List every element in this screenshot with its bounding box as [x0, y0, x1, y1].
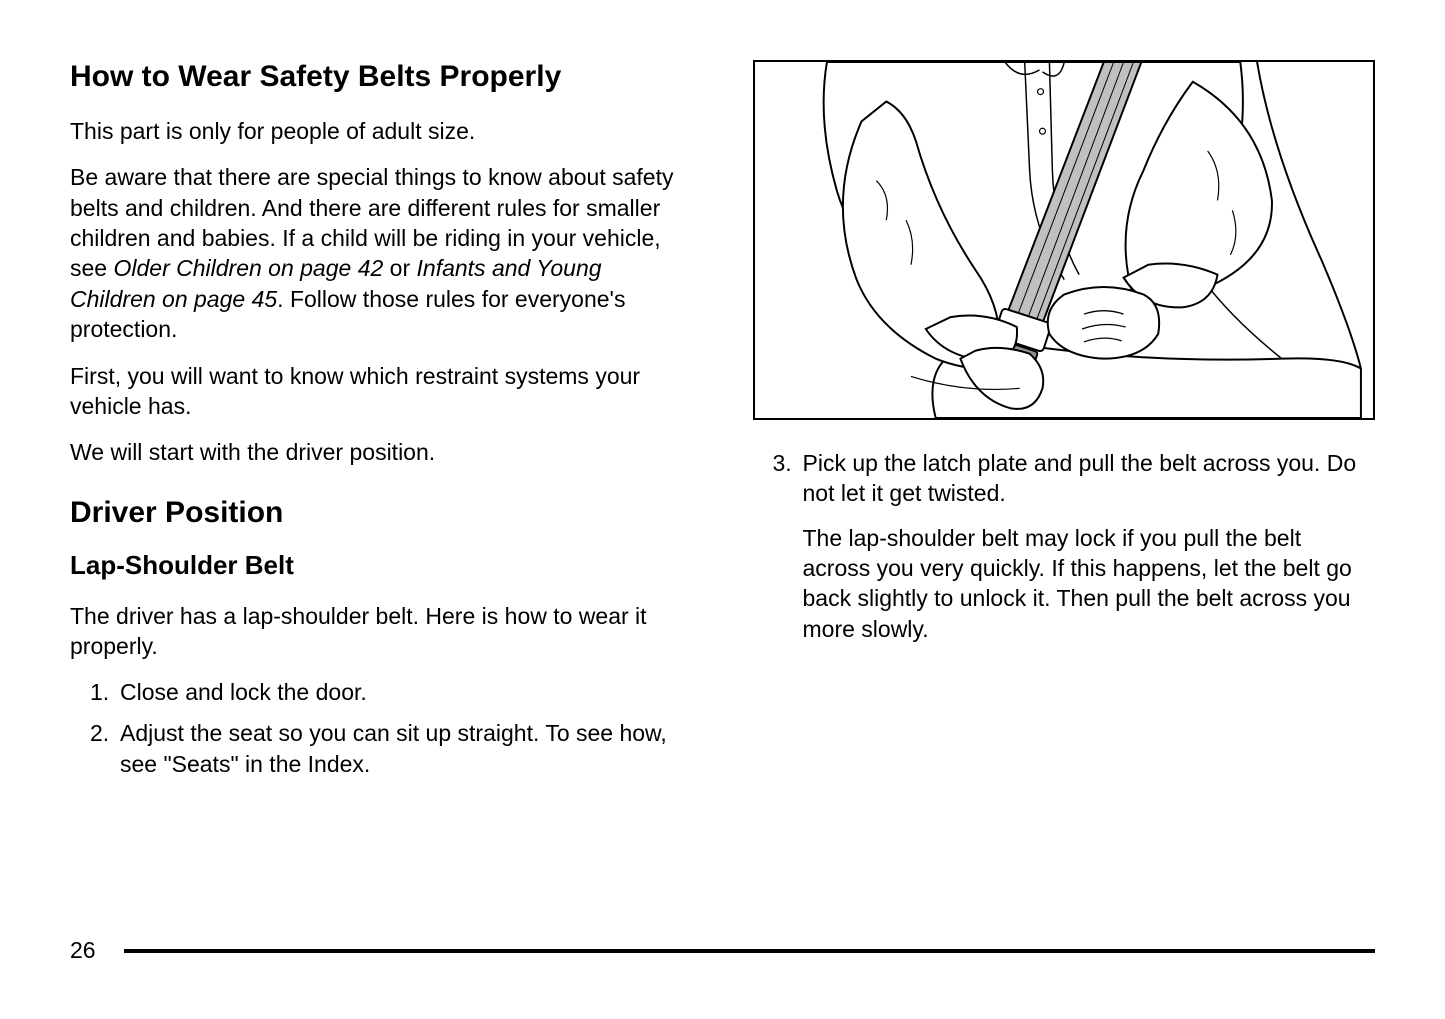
page-footer: 26: [70, 937, 1375, 964]
para-start: We will start with the driver position.: [70, 437, 693, 467]
step-subtext: The lap-shoulder belt may lock if you pu…: [803, 523, 1376, 644]
steps-list-continued: 3. Pick up the latch plate and pull the …: [753, 448, 1376, 644]
step-2: 2. Adjust the seat so you can sit up str…: [90, 718, 693, 780]
step-number: 3.: [773, 448, 792, 478]
heading-lap-shoulder: Lap-Shoulder Belt: [70, 550, 693, 581]
step-3: 3. Pick up the latch plate and pull the …: [773, 448, 1376, 644]
para-intro: This part is only for people of adult si…: [70, 116, 693, 146]
footer-rule: [124, 949, 1375, 953]
page-number: 26: [70, 937, 96, 964]
text: or: [383, 255, 416, 281]
page-columns: How to Wear Safety Belts Properly This p…: [70, 60, 1375, 940]
step-number: 1.: [90, 677, 109, 708]
heading-driver-position: Driver Position: [70, 496, 693, 530]
step-text: Close and lock the door.: [120, 679, 367, 705]
left-column: How to Wear Safety Belts Properly This p…: [70, 60, 693, 940]
step-text: Adjust the seat so you can sit up straig…: [120, 720, 667, 777]
right-column: 3. Pick up the latch plate and pull the …: [753, 60, 1376, 940]
seatbelt-illustration: [753, 60, 1376, 420]
seatbelt-svg: [755, 62, 1374, 418]
para-lap-shoulder: The driver has a lap-shoulder belt. Here…: [70, 601, 693, 662]
xref-older-children: Older Children on page 42: [113, 255, 383, 281]
para-children-note: Be aware that there are special things t…: [70, 162, 693, 344]
steps-list: 1. Close and lock the door. 2. Adjust th…: [70, 677, 693, 780]
step-number: 2.: [90, 718, 109, 749]
heading-main: How to Wear Safety Belts Properly: [70, 60, 693, 94]
step-text: Pick up the latch plate and pull the bel…: [803, 450, 1357, 506]
para-restraint: First, you will want to know which restr…: [70, 361, 693, 422]
step-1: 1. Close and lock the door.: [90, 677, 693, 708]
